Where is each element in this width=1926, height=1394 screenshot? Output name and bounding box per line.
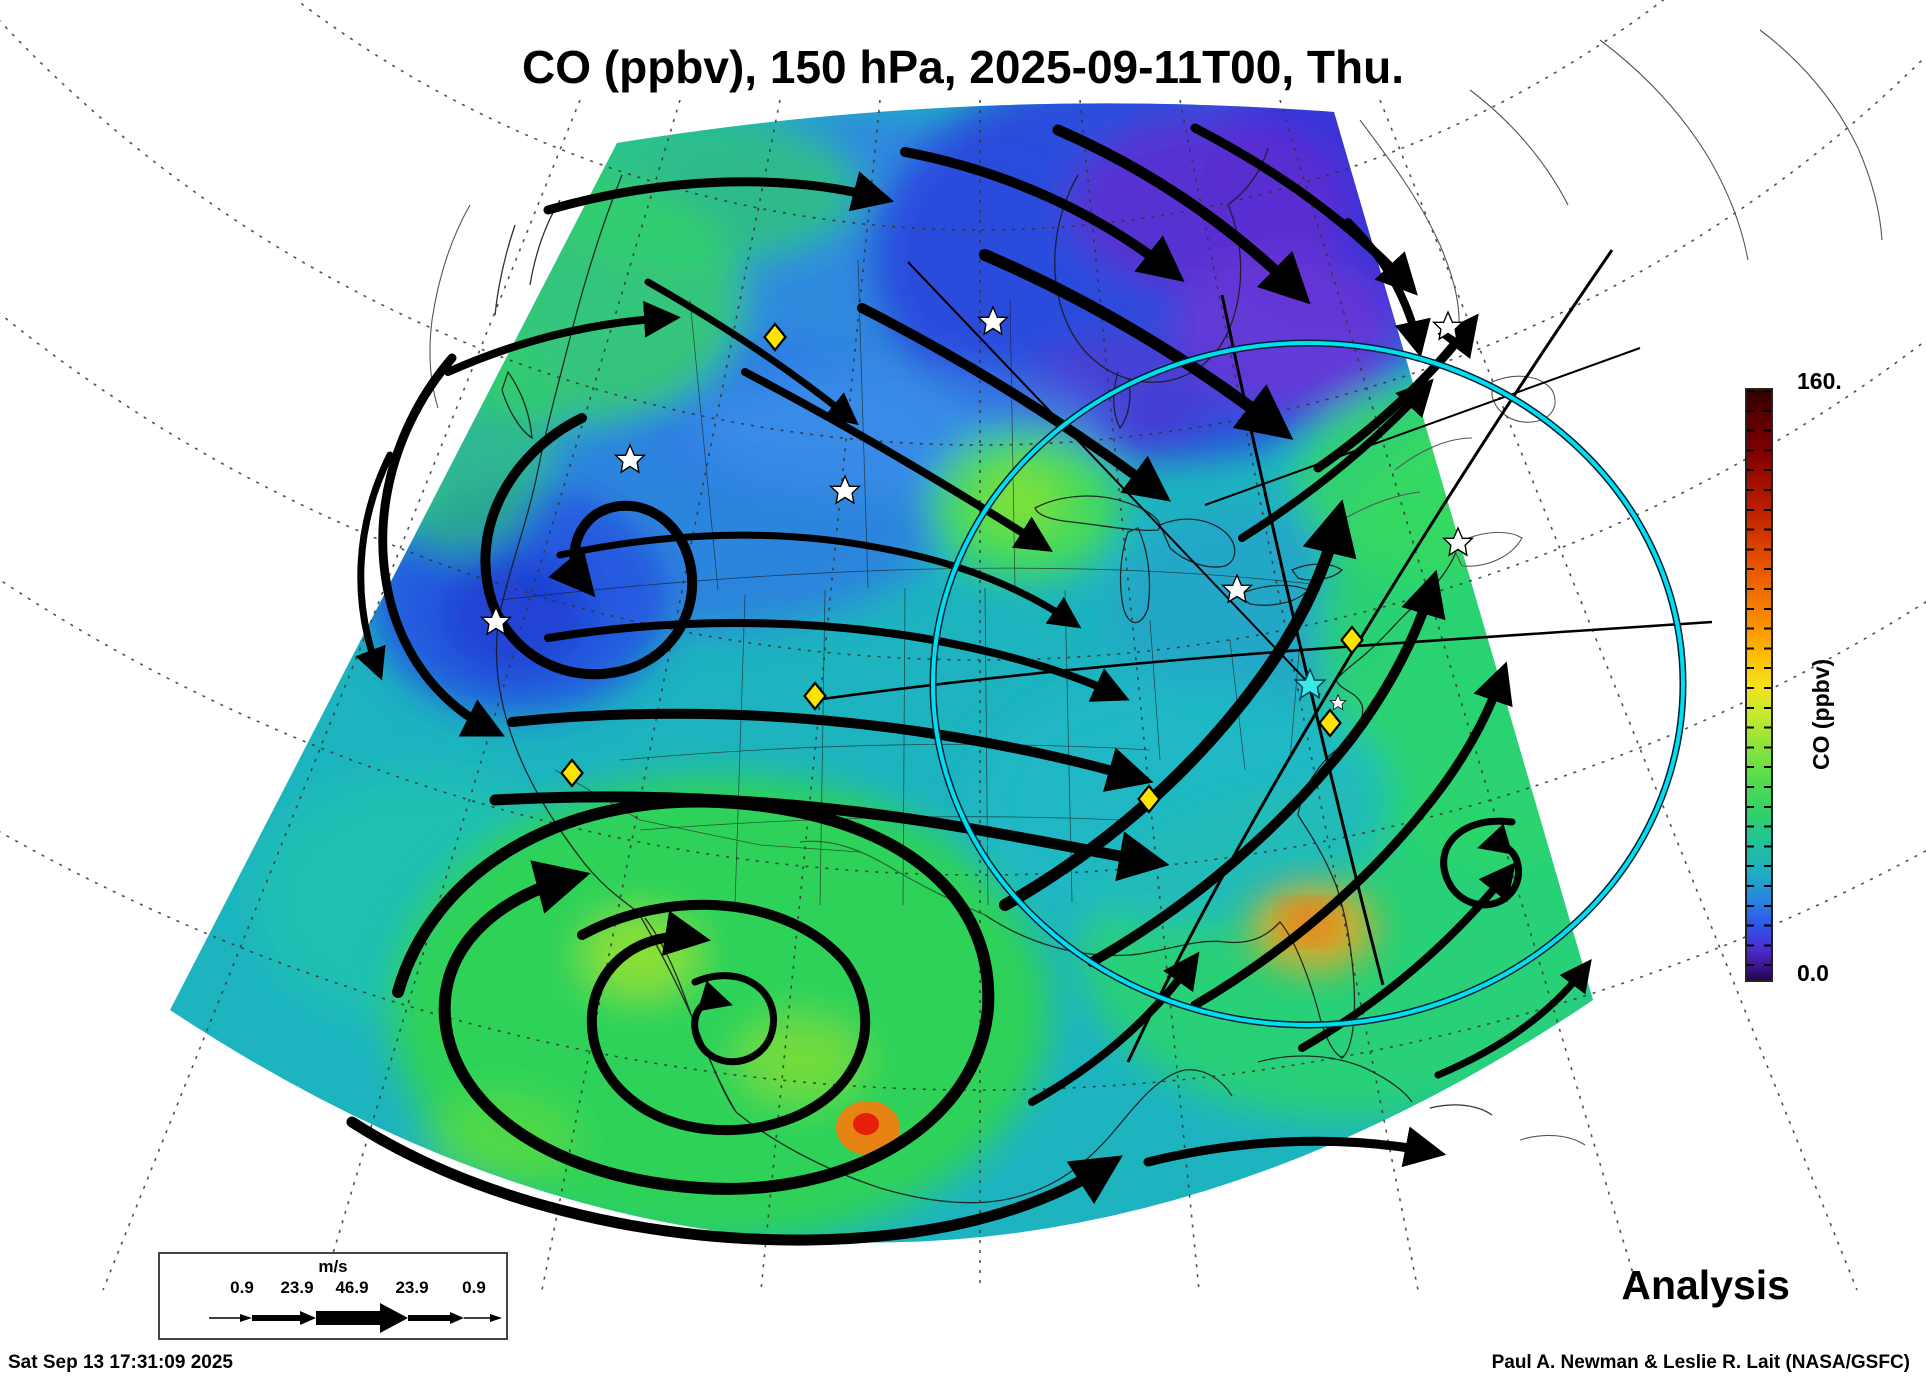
wind-legend-value: 23.9 — [395, 1278, 429, 1297]
analysis-label: Analysis — [1621, 1262, 1790, 1308]
coastlines-outside-fill — [429, 29, 1883, 1146]
wind-legend-value: 0.9 — [230, 1278, 254, 1297]
colorbar-max-label: 160. — [1797, 368, 1842, 394]
figure-title: CO (ppbv), 150 hPa, 2025-09-11T00, Thu. — [522, 41, 1404, 93]
azimuth-line-short — [1204, 347, 1641, 506]
wind-legend-units: m/s — [318, 1257, 348, 1276]
range-ring — [931, 341, 1685, 1027]
wind-legend-value: 23.9 — [280, 1278, 314, 1297]
wind-legend-arrow-icon — [209, 1303, 502, 1333]
colorbar-min-label: 0.0 — [1797, 960, 1829, 986]
wind-speed-legend: m/s 0.9 23.9 46.9 23.9 0.9 — [158, 1252, 508, 1340]
colorbar-ticks-left — [1747, 390, 1754, 980]
co-hotspot-mexico — [836, 1101, 900, 1155]
range-ring-overlay — [814, 249, 1713, 1063]
wind-streamlines — [346, 123, 1592, 1246]
credit-text: Paul A. Newman & Leslie R. Lait (NASA/GS… — [1491, 1352, 1910, 1373]
wind-legend-value: 46.9 — [335, 1278, 369, 1297]
azimuth-line-upper — [907, 261, 1321, 696]
state-borders — [499, 259, 1321, 906]
colorbar-axis-label: CO (ppbv) — [1808, 658, 1834, 770]
generation-timestamp: Sat Sep 13 17:31:09 2025 — [8, 1352, 233, 1373]
colorbar — [1745, 388, 1773, 982]
azimuth-line-steep — [1220, 294, 1385, 986]
colorbar-ticks-right — [1764, 390, 1771, 980]
wind-legend-value: 0.9 — [462, 1278, 486, 1297]
co-color-field — [170, 103, 1593, 1243]
